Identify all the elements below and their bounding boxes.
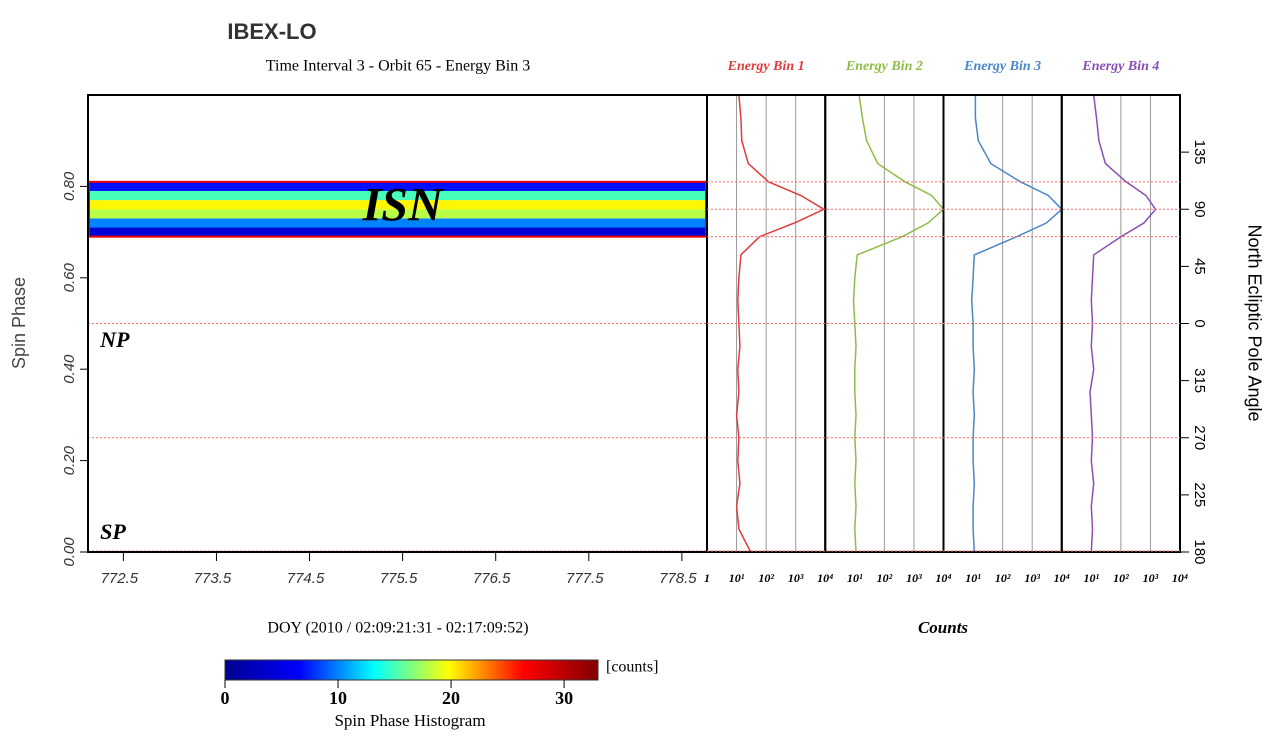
colorbar-tick-label: 30 — [555, 688, 573, 708]
x-tick-label: 775.5 — [380, 570, 418, 587]
chart-title: IBEX-LO — [227, 19, 316, 44]
x-tick-label: 10² — [995, 571, 1011, 585]
x-tick-label: 776.5 — [473, 570, 511, 587]
legend-label: Energy Bin 2 — [845, 59, 923, 74]
heatmap-cell — [88, 200, 707, 210]
colorbar-title: Spin Phase Histogram — [334, 711, 485, 730]
y-tick-label: 0.60 — [61, 263, 78, 293]
x-tick-label: 10³ — [788, 571, 804, 585]
y-tick-label: 0.20 — [61, 445, 78, 475]
heatmap-cell — [88, 190, 707, 201]
chart-subtitle: Time Interval 3 - Orbit 65 - Energy Bin … — [266, 58, 530, 75]
profile-line — [852, 94, 945, 553]
x-tick-label: 10³ — [906, 571, 922, 585]
x-tick-label: 10² — [758, 571, 774, 585]
heatmap-cell — [88, 209, 707, 219]
x-tick-label: 772.5 — [101, 570, 139, 587]
legend-label: Energy Bin 4 — [1081, 59, 1159, 74]
y-tick-label: 0.80 — [61, 171, 78, 201]
y-tick-label: 0.40 — [61, 354, 78, 384]
x-tick-label: 10³ — [1143, 571, 1159, 585]
colorbar-tick-label: 0 — [221, 688, 230, 708]
y2-tick-label: 270 — [1191, 425, 1208, 450]
x-tick-label: 777.5 — [566, 570, 604, 587]
x-tick-label: 773.5 — [194, 570, 232, 587]
annotation: SP — [100, 519, 126, 544]
legend-label: Energy Bin 1 — [727, 59, 805, 74]
x-tick-label: 10⁴ — [1054, 571, 1070, 585]
y2-tick-label: 180 — [1191, 539, 1208, 564]
x-tick-label: 10¹ — [729, 571, 745, 585]
legend-label: Energy Bin 3 — [963, 59, 1041, 74]
colorbar-unit: [counts] — [606, 659, 658, 676]
x-tick-label: 10³ — [1024, 571, 1040, 585]
y2-axis-title: North Ecliptic Pole Angle — [1244, 224, 1264, 421]
y2-tick-label: 135 — [1191, 140, 1208, 165]
colorbar — [224, 659, 599, 681]
y2-tick-label: 0 — [1191, 319, 1208, 327]
x-tick-label: 10⁴ — [817, 571, 833, 585]
annotation: ISN — [362, 178, 445, 231]
x-tick-label: 10¹ — [965, 571, 981, 585]
colorbar-tick-label: 20 — [442, 688, 460, 708]
x-tick-label: 10¹ — [847, 571, 863, 585]
x-tick-label: 10⁴ — [1172, 571, 1188, 585]
x-tick-label: 778.5 — [659, 570, 697, 587]
y-tick-label: 0.00 — [61, 537, 78, 567]
x-axis-title: DOY (2010 / 02:09:21:31 - 02:17:09:52) — [267, 620, 528, 637]
y2-tick-label: 225 — [1191, 482, 1208, 507]
x-tick-label: 10⁴ — [935, 571, 951, 585]
x-axis-title: Counts — [918, 618, 968, 637]
y2-tick-label: 90 — [1191, 201, 1208, 218]
x-tick-label: 10² — [1113, 571, 1129, 585]
heatmap-cell — [88, 218, 707, 228]
profile-line — [970, 95, 1063, 553]
annotation: NP — [99, 327, 130, 352]
heatmap-cell — [88, 181, 707, 191]
y-axis-title: Spin Phase — [9, 277, 29, 369]
profile-line — [1089, 94, 1157, 553]
x-tick-label: 1 — [704, 571, 710, 585]
heatmap-cell — [88, 227, 707, 237]
x-tick-label: 774.5 — [287, 570, 325, 587]
y2-tick-label: 315 — [1191, 368, 1208, 393]
x-tick-label: 10² — [877, 571, 893, 585]
colorbar-tick-label: 10 — [329, 688, 347, 708]
x-tick-label: 10¹ — [1084, 571, 1100, 585]
profile-line — [735, 94, 826, 553]
y2-tick-label: 45 — [1191, 258, 1208, 275]
